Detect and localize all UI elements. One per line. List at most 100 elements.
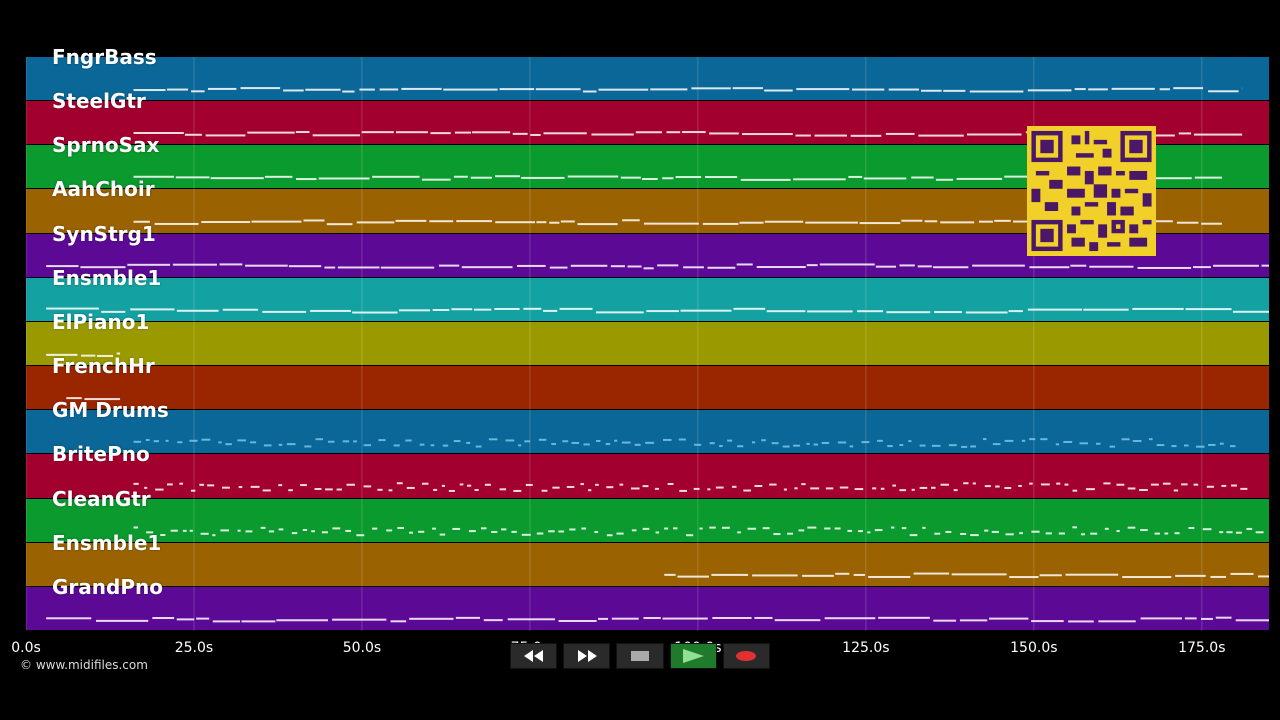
note-mark: [210, 177, 264, 180]
note-mark: [620, 176, 641, 179]
note-mark: [567, 175, 619, 178]
time-tick-label: 0.0s: [11, 640, 41, 656]
note-mark: [752, 574, 798, 577]
note-mark: [691, 87, 731, 90]
note-mark: [283, 89, 304, 92]
note-mark: [771, 442, 779, 445]
note-mark: [736, 263, 753, 266]
note-mark: [356, 534, 365, 537]
note-mark: [863, 177, 907, 180]
stop-button[interactable]: [616, 643, 664, 669]
note-mark: [454, 131, 472, 134]
note-mark: [642, 527, 650, 530]
note-mark: [419, 443, 425, 446]
note-mark: [1005, 533, 1014, 536]
note-mark: [530, 133, 541, 136]
note-mark: [839, 486, 849, 489]
note-mark: [325, 488, 333, 491]
note-mark: [737, 531, 741, 534]
note-mark: [1070, 264, 1087, 267]
note-mark: [296, 178, 317, 181]
note-mark: [1196, 445, 1205, 448]
note-mark: [616, 532, 624, 535]
note-mark: [525, 483, 533, 486]
note-mark: [631, 529, 637, 532]
note-mark: [813, 443, 819, 446]
note-mark: [917, 265, 932, 268]
note-mark: [133, 220, 150, 223]
note-mark: [802, 574, 834, 577]
note-mark: [291, 532, 298, 535]
note-mark: [222, 308, 259, 311]
note-mark: [1193, 133, 1243, 136]
note-mark: [1235, 531, 1242, 534]
note-mark: [328, 440, 335, 443]
note-mark: [453, 440, 461, 443]
note-mark: [743, 489, 751, 492]
note-mark: [326, 223, 353, 226]
note-mark: [571, 441, 580, 444]
note-mark: [66, 397, 82, 400]
record-button[interactable]: [722, 643, 771, 669]
track-label: CleanGtr: [52, 486, 151, 511]
track-lane: Ensmble1: [26, 531, 1269, 587]
note-mark: [1221, 484, 1227, 487]
note-mark: [264, 175, 293, 178]
transport-controls: [510, 643, 771, 669]
track-label: GM Drums: [52, 398, 169, 423]
note-mark: [472, 131, 511, 134]
note-mark: [1085, 488, 1095, 491]
note-mark: [1171, 445, 1177, 448]
note-mark: [145, 438, 150, 441]
note-mark: [456, 220, 492, 223]
note-mark: [754, 616, 773, 619]
track-label: Ensmble1: [52, 265, 162, 290]
note-mark: [982, 438, 987, 441]
note-mark: [342, 440, 350, 443]
note-mark: [250, 485, 260, 488]
note-mark: [219, 263, 243, 266]
note-mark: [1089, 265, 1134, 268]
note-mark: [1144, 134, 1175, 137]
note-mark: [899, 264, 915, 267]
note-mark: [393, 444, 400, 447]
note-mark: [495, 175, 520, 178]
note-mark: [199, 483, 205, 486]
note-mark: [848, 175, 863, 178]
note-mark: [518, 444, 522, 447]
note-mark: [353, 440, 357, 443]
note-mark: [1219, 531, 1224, 534]
note-mark: [719, 445, 723, 448]
track-lane: CleanGtr: [26, 487, 1269, 543]
note-mark: [1173, 489, 1179, 492]
note-mark: [468, 530, 476, 533]
play-button[interactable]: [669, 643, 717, 669]
note-mark: [212, 620, 241, 623]
note-mark: [959, 619, 988, 622]
note-mark: [1080, 533, 1085, 536]
note-mark: [798, 529, 805, 532]
note-mark: [318, 177, 370, 180]
rewind-button[interactable]: [510, 643, 558, 669]
note-mark: [1121, 438, 1130, 441]
note-mark: [247, 131, 295, 134]
note-mark: [409, 531, 414, 534]
note-mark: [455, 616, 481, 619]
note-mark: [872, 487, 877, 490]
track-lane: Ensmble1: [26, 266, 1269, 322]
note-mark: [558, 619, 597, 622]
note-mark: [499, 488, 507, 491]
time-tick-label: 150.0s: [1010, 640, 1058, 656]
note-mark: [899, 489, 907, 492]
note-mark: [837, 441, 847, 444]
note-mark: [380, 266, 435, 269]
note-mark: [667, 483, 674, 486]
note-mark: [324, 266, 336, 269]
fast-forward-button[interactable]: [563, 643, 611, 669]
track-label: FngrBass: [52, 45, 157, 69]
note-mark: [699, 527, 703, 530]
note-mark: [888, 88, 919, 91]
note-mark: [390, 620, 407, 623]
note-mark: [245, 530, 253, 533]
note-mark: [764, 89, 793, 92]
